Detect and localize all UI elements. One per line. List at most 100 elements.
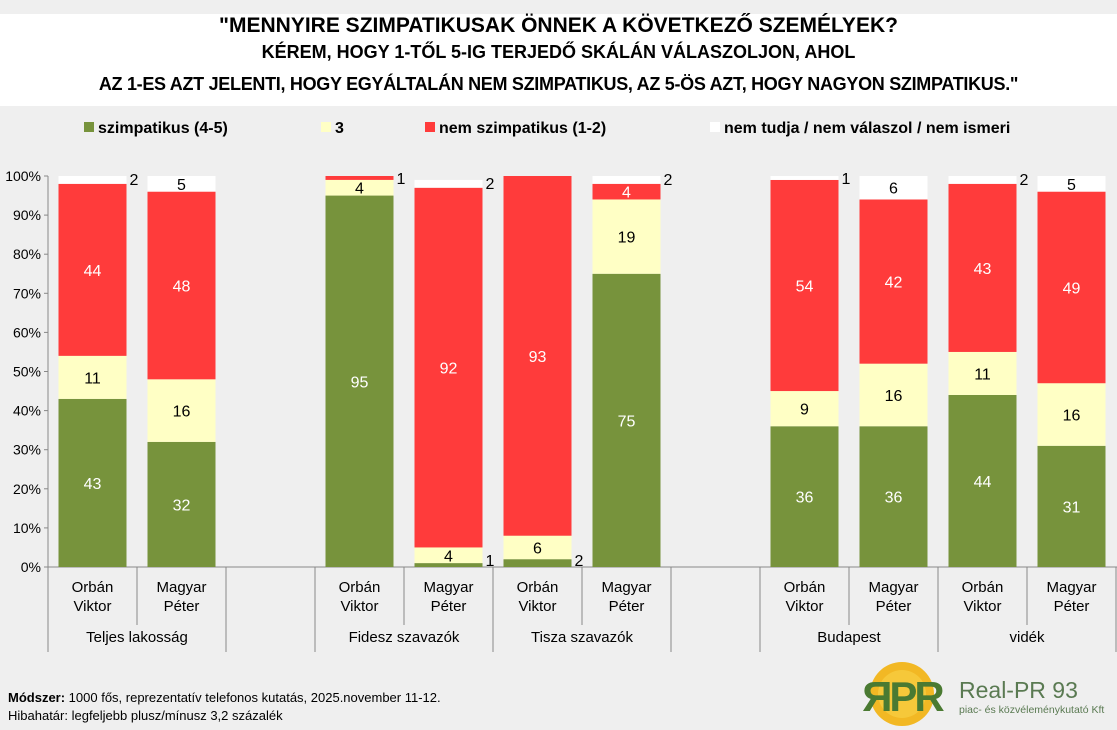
data-label: 2: [130, 172, 139, 189]
bar-segment: [948, 183, 1017, 352]
bar-segment: [592, 176, 661, 184]
group-label: vidék: [1009, 629, 1045, 646]
category-label-first: Magyar: [868, 579, 918, 596]
category-label-first: Magyar: [423, 579, 473, 596]
data-label: 32: [173, 497, 191, 514]
data-label: 2: [575, 553, 584, 570]
data-label: 19: [618, 230, 636, 247]
bar-segment: [859, 199, 928, 364]
data-label: 6: [533, 540, 542, 557]
data-label: 1: [842, 171, 851, 188]
bar-segment: [58, 176, 127, 184]
bar-segment: [147, 176, 216, 192]
data-label: 92: [440, 361, 458, 378]
legend-label: nem szimpatikus (1-2): [439, 120, 606, 137]
bar-segment: [592, 199, 661, 274]
bar-segment: [147, 441, 216, 567]
legend-swatch: [321, 122, 331, 132]
data-label: 54: [796, 278, 814, 295]
data-label: 9: [800, 402, 809, 419]
bar-segment: [147, 379, 216, 442]
y-tick-label: 10%: [13, 520, 41, 536]
data-label: 2: [486, 176, 495, 193]
y-tick-label: 30%: [13, 442, 41, 458]
legend-label: 3: [335, 120, 344, 137]
bar-segment: [770, 391, 839, 427]
data-label: 1: [397, 171, 406, 188]
data-label: 5: [177, 177, 186, 194]
y-tick-label: 60%: [13, 324, 41, 340]
title-line-1: "MENNYIRE SZIMPATIKUSAK ÖNNEK A KÖVETKEZ…: [0, 14, 1117, 42]
group-label: Tisza szavazók: [531, 629, 633, 646]
data-label: 31: [1063, 499, 1081, 516]
bar-segment: [770, 176, 839, 180]
method-note: Módszer: 1000 fős, reprezentatív telefon…: [8, 690, 441, 705]
group-label: Fidesz szavazók: [349, 629, 460, 646]
category-label-first: Magyar: [156, 579, 206, 596]
data-label: 2: [1020, 172, 1029, 189]
legend-swatch: [84, 122, 94, 132]
category-label-second: Viktor: [518, 598, 556, 615]
data-label: 16: [885, 388, 903, 405]
category-label-second: Viktor: [73, 598, 111, 615]
y-tick-label: 50%: [13, 364, 41, 380]
data-label: 42: [885, 275, 903, 292]
data-label: 4: [355, 181, 364, 198]
bar-segment: [1037, 176, 1106, 192]
bar-segment: [859, 363, 928, 427]
bar-segment: [147, 191, 216, 380]
category-label-first: Orbán: [784, 579, 826, 596]
bar-segment: [770, 179, 839, 392]
category-label-second: Viktor: [963, 598, 1001, 615]
category-label-first: Orbán: [962, 579, 1004, 596]
data-label: 16: [173, 404, 191, 421]
bar-segment: [325, 179, 394, 196]
bar-segment: [58, 355, 127, 399]
data-label: 2: [664, 172, 673, 189]
stacked-bar-chart: szimpatikus (4-5) 3 nem szimpatikus (1-2) n…: [5, 120, 1117, 652]
svg-text:ЯPR: ЯPR: [862, 673, 944, 720]
data-label: 36: [796, 490, 814, 507]
data-label: 16: [1063, 408, 1081, 425]
bar-segment: [859, 176, 928, 200]
data-label: 4: [444, 548, 453, 565]
y-tick-label: 80%: [13, 246, 41, 262]
data-label: 36: [885, 490, 903, 507]
bar-segment: [414, 179, 483, 188]
category-label-first: Magyar: [1046, 579, 1096, 596]
data-label: 49: [1063, 280, 1081, 297]
category-label-second: Péter: [876, 598, 912, 615]
data-label: 5: [1067, 177, 1076, 194]
bar-segment: [592, 273, 661, 567]
category-label-second: Viktor: [340, 598, 378, 615]
data-label: 11: [974, 366, 991, 383]
data-label: 44: [974, 474, 992, 491]
legend-label: nem tudja / nem válaszol / nem ismeri: [724, 120, 1010, 137]
legend-swatch: [425, 122, 435, 132]
logo-tagline: piac- és közvéleménykutató Kft: [959, 704, 1104, 716]
bar-segment: [58, 183, 127, 356]
bar-segment: [325, 195, 394, 568]
bar-segment: [503, 535, 572, 560]
data-label: 44: [84, 263, 102, 280]
bar-segment: [503, 176, 572, 536]
group-label: Teljes lakosság: [86, 629, 188, 646]
data-label: 1: [486, 553, 495, 570]
bar-segment: [948, 351, 1017, 395]
y-tick-label: 40%: [13, 403, 41, 419]
group-label: Budapest: [817, 629, 881, 646]
y-tick-label: 100%: [5, 168, 41, 184]
y-tick-label: 70%: [13, 285, 41, 301]
method-label: Módszer:: [8, 690, 66, 705]
category-label-second: Péter: [164, 598, 200, 615]
bar-segment: [503, 559, 572, 567]
bar-segment: [859, 426, 928, 567]
y-tick-label: 90%: [13, 207, 41, 223]
legend-label: szimpatikus (4-5): [98, 120, 228, 137]
data-label: 6: [889, 181, 898, 198]
data-label: 43: [84, 476, 102, 493]
category-label-second: Péter: [1054, 598, 1090, 615]
bar-segment: [1037, 383, 1106, 446]
bar-segment: [414, 547, 483, 564]
bar-segment: [1037, 445, 1106, 567]
